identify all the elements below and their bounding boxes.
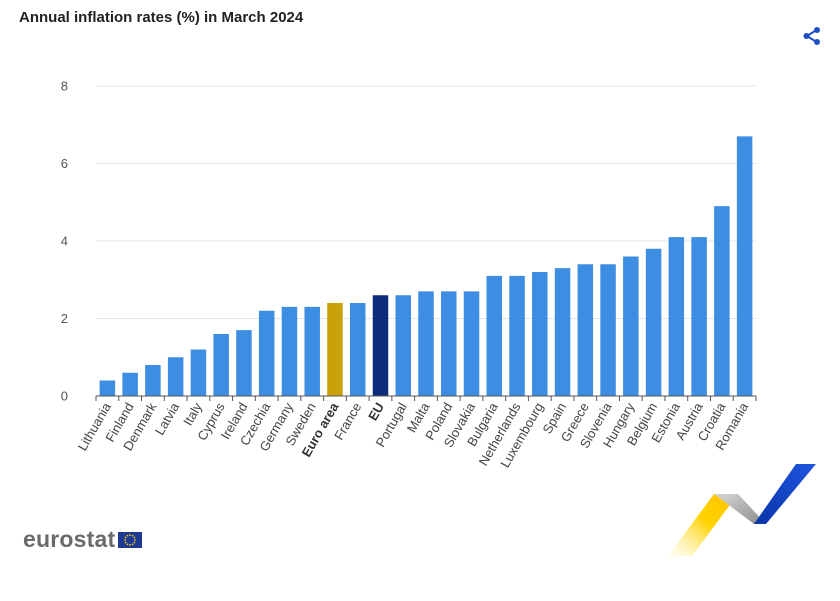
bar-lithuania[interactable] [99,380,116,397]
bar-romania[interactable] [736,136,753,396]
flag-star [133,541,136,543]
flag-star [126,534,129,537]
flag-star [124,538,127,541]
flag-star [125,541,127,543]
bar-hungary[interactable] [623,256,639,397]
eu-flag-icon [118,531,143,548]
bar-austria[interactable] [691,237,707,396]
bar-estonia[interactable] [668,237,685,396]
flag-star [134,538,137,541]
bars [99,136,753,397]
bar-ireland[interactable] [236,330,252,396]
y-tick-label: 8 [61,79,68,94]
bar-czechia[interactable] [258,310,275,396]
bar-slovakia[interactable] [463,291,480,396]
flag-star [133,536,136,538]
bar-belgium[interactable] [645,248,662,396]
bar-poland[interactable] [441,291,457,396]
bar-cyprus[interactable] [213,334,229,396]
x-category-label: Latvia [152,399,183,437]
bar-bulgaria[interactable] [486,275,503,396]
bar-luxembourg[interactable] [532,272,548,396]
y-tick-label: 4 [61,234,68,249]
y-tick-label: 0 [61,389,68,404]
y-tick-label: 2 [61,311,68,326]
bar-croatia[interactable] [714,206,730,396]
flag-star [129,543,132,546]
bar-eu[interactable] [372,295,389,396]
bar-slovenia[interactable] [600,264,616,396]
category-labels: LithuaniaFinlandDenmarkLatviaItalyCyprus… [75,399,752,470]
x-axis-ticks [95,396,757,401]
y-tick-label: 6 [61,156,68,171]
flag-star [126,542,129,545]
bar-finland[interactable] [122,372,138,396]
bar-italy[interactable] [190,349,207,397]
bar-greece[interactable] [577,264,594,396]
bar-portugal[interactable] [395,295,411,396]
flag-star [131,534,134,537]
bar-chart: 0 2 4 6 8 LithuaniaFinlandDenmarkLatviaItaly… [61,79,757,470]
bar-netherlands[interactable] [509,275,525,396]
bar-latvia[interactable] [167,357,184,396]
flag-star [131,542,134,545]
bar-malta[interactable] [418,291,434,396]
logo-text: eurostat [23,526,116,552]
decorative-brand-shape [668,464,816,556]
share-button[interactable] [801,25,823,47]
bar-spain[interactable] [554,268,571,396]
bar-france[interactable] [349,303,366,396]
bar-germany[interactable] [281,306,298,396]
flag-star [129,533,132,536]
bar-sweden[interactable] [304,306,320,396]
y-axis-ticks: 0 2 4 6 8 [61,79,68,404]
share-icon [803,27,820,45]
flag-star [125,536,127,538]
x-category-label: EU [365,400,387,423]
bar-denmark[interactable] [145,365,161,396]
bar-euro-area[interactable] [327,303,343,396]
eurostat-logo: eurostat [23,526,143,553]
chart-title: Annual inflation rates (%) in March 2024 [19,9,304,26]
